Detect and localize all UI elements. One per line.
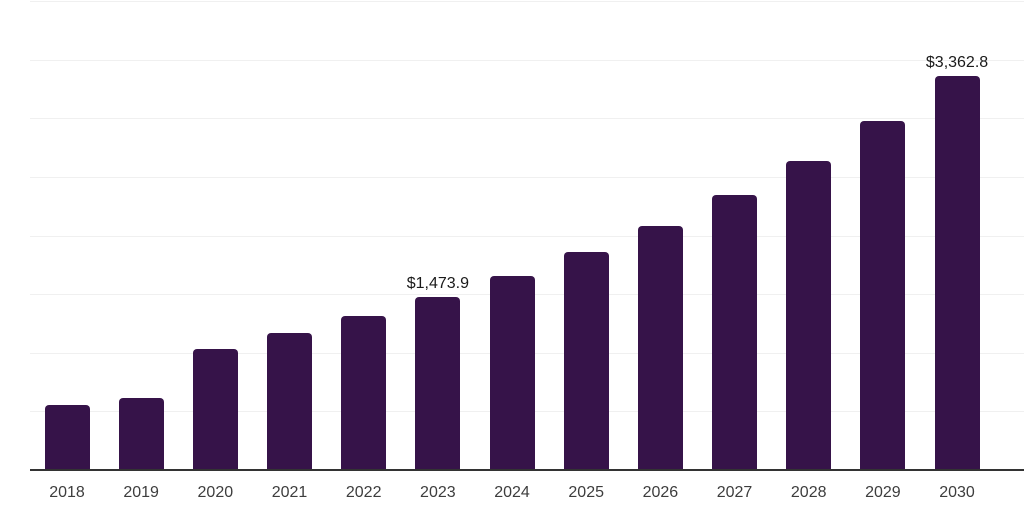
gridline-2000 xyxy=(30,235,1024,237)
x-axis-label-2018: 2018 xyxy=(49,484,85,501)
bar-2027[interactable] xyxy=(712,194,758,470)
bar-2020[interactable] xyxy=(192,348,238,470)
x-axis-label-2023: 2023 xyxy=(420,484,456,501)
x-axis-label-2028: 2028 xyxy=(790,484,827,501)
x-axis-label-2022: 2022 xyxy=(345,484,382,501)
data-label-2023: $1,473.9 xyxy=(406,275,469,293)
x-axis-label-2019: 2019 xyxy=(123,484,159,501)
gridline-4000 xyxy=(30,1,1024,3)
x-axis-label-2020: 2020 xyxy=(197,484,234,501)
data-label-2030: $3,362.8 xyxy=(925,53,989,71)
bar-2025[interactable] xyxy=(563,252,609,470)
bar-2029[interactable] xyxy=(860,121,906,470)
bar-2028[interactable] xyxy=(786,160,832,470)
bar-2021[interactable] xyxy=(267,333,312,470)
bar-2022[interactable] xyxy=(341,315,387,470)
bar-2024[interactable] xyxy=(489,276,535,470)
x-axis-label-2021: 2021 xyxy=(271,484,308,501)
bar-2023[interactable] xyxy=(415,297,461,470)
gridline-3000 xyxy=(30,118,1024,120)
gridline-3500 xyxy=(30,59,1024,61)
x-axis-label-2029: 2029 xyxy=(865,484,901,501)
bar-2026[interactable] xyxy=(637,225,683,470)
bar-2018[interactable] xyxy=(44,405,90,470)
bar-2019[interactable] xyxy=(118,397,164,470)
gridline-2500 xyxy=(30,177,1024,178)
x-axis-label-2024: 2024 xyxy=(494,484,530,501)
x-axis-label-2026: 2026 xyxy=(642,484,679,501)
bar-2030[interactable] xyxy=(934,75,980,470)
x-axis-line xyxy=(30,469,1024,471)
x-axis-label-2025: 2025 xyxy=(568,484,604,501)
x-axis-label-2030: 2030 xyxy=(939,484,975,501)
x-axis-label-2027: 2027 xyxy=(716,484,753,501)
